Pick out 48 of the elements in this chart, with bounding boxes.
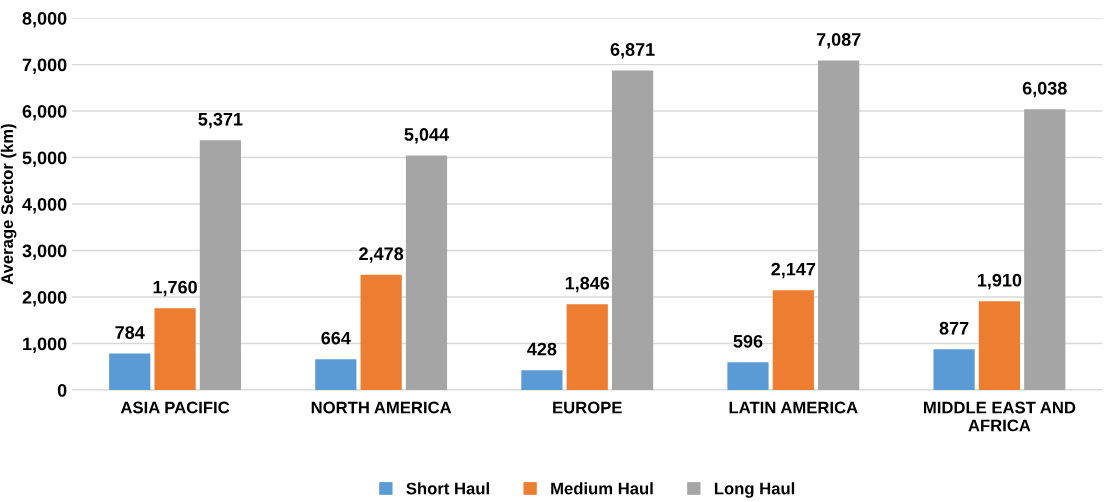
bar <box>772 290 814 391</box>
data-label: 1,760 <box>153 280 197 297</box>
bar <box>611 70 654 391</box>
data-label: 5,371 <box>198 112 243 129</box>
y-tick-label: 4,000 <box>22 198 67 214</box>
data-label: 2,478 <box>359 247 404 263</box>
bar <box>360 274 402 391</box>
data-label: 877 <box>939 321 969 335</box>
bar <box>818 60 860 391</box>
x-tick-label: LATIN AMERICA <box>729 401 858 414</box>
data-label: 784 <box>115 326 145 339</box>
bar <box>1024 109 1066 391</box>
bar <box>933 349 975 391</box>
legend-label: Short Haul <box>406 482 489 495</box>
bar <box>109 353 151 391</box>
data-label: 5,044 <box>404 128 449 144</box>
bar <box>566 304 608 391</box>
y-tick-label: 5,000 <box>22 151 67 167</box>
y-tick-label: 2,000 <box>22 290 67 307</box>
y-tick-label: 6,000 <box>22 105 67 121</box>
legend-label: Medium Haul <box>551 482 653 495</box>
bar <box>315 359 357 391</box>
y-tick-label: 8,000 <box>22 12 67 28</box>
bar <box>727 362 769 391</box>
bar <box>199 140 242 391</box>
x-tick-label: NORTH AMERICA <box>311 401 452 414</box>
x-tick-label: MIDDLE EAST AND AFRICA <box>923 401 1076 432</box>
y-tick-label: 3,000 <box>22 244 67 260</box>
x-tick-label: EUROPE <box>553 401 622 414</box>
bar <box>978 301 1021 391</box>
data-label: 428 <box>527 342 557 356</box>
x-tick-label: ASIA PACIFIC <box>120 401 230 414</box>
y-axis-title: Average Sector (km) <box>0 124 17 285</box>
y-tick-label: 0 <box>57 383 67 397</box>
data-label: 6,038 <box>1022 81 1067 98</box>
data-label: 1,846 <box>565 276 610 293</box>
y-tick-label: 1,000 <box>23 337 67 353</box>
y-tick-label: 7,000 <box>22 58 67 74</box>
legend-label: Long Haul <box>714 482 795 498</box>
data-label: 1,910 <box>977 273 1022 290</box>
data-label: 596 <box>733 334 763 348</box>
bar <box>521 370 563 391</box>
data-label: 6,871 <box>610 43 655 59</box>
data-label: 7,087 <box>816 33 861 49</box>
bar <box>154 308 196 391</box>
data-label: 2,147 <box>771 262 816 279</box>
data-label: 664 <box>321 331 351 345</box>
bar <box>405 155 448 391</box>
